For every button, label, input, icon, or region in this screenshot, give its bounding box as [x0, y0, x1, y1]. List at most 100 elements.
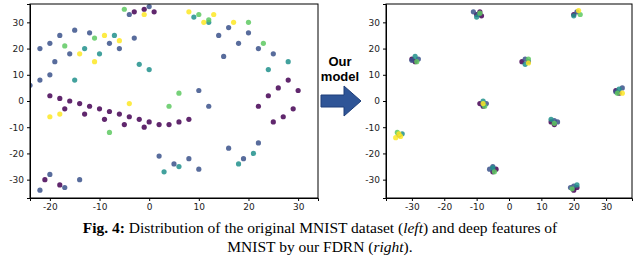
point	[206, 104, 211, 109]
x-tick-label: 20	[569, 202, 581, 212]
y-tick-label: 0	[374, 96, 380, 106]
x-tick: 30	[601, 198, 613, 212]
y-tick: -30	[9, 175, 30, 185]
y-tick-label: -10	[9, 123, 24, 133]
point	[57, 96, 62, 101]
point	[62, 106, 67, 111]
y-tick: -10	[9, 123, 30, 133]
point	[276, 85, 281, 90]
point	[107, 130, 112, 135]
y-tick-label: 10	[13, 70, 25, 80]
point	[137, 117, 142, 122]
point	[286, 77, 291, 82]
x-tick: 30	[293, 198, 305, 212]
point	[122, 7, 127, 12]
point	[82, 112, 87, 117]
x-tick: -20	[43, 198, 58, 212]
point	[67, 51, 72, 56]
point	[127, 114, 132, 119]
caption-text: left	[403, 219, 423, 236]
y-tick-label: -30	[365, 175, 380, 185]
point	[211, 12, 216, 17]
plot-frame	[30, 4, 318, 198]
x-tick-label: 10	[536, 202, 548, 212]
point	[191, 15, 196, 20]
y-tick-label: 20	[369, 44, 381, 54]
point	[196, 88, 201, 93]
caption-line: Fig. 4: Distribution of the original MNI…	[83, 219, 558, 237]
x-tick-label: -20	[437, 202, 452, 212]
point	[127, 12, 132, 17]
point	[186, 117, 191, 122]
point	[117, 112, 122, 117]
point	[246, 20, 251, 25]
y-tick-label: 30	[369, 18, 381, 28]
point	[57, 33, 62, 38]
point	[492, 169, 497, 174]
point	[62, 43, 67, 48]
point	[256, 46, 261, 51]
caption-text: Distribution of the original MNIST datas…	[125, 219, 403, 237]
x-axis-line	[31, 199, 319, 202]
point	[122, 122, 127, 127]
point	[132, 9, 137, 14]
y-tick: -30	[365, 175, 386, 185]
point	[266, 67, 271, 72]
point	[47, 114, 52, 119]
point	[137, 62, 142, 67]
plot-frame	[386, 4, 632, 198]
point	[620, 91, 625, 96]
point	[132, 35, 137, 40]
point	[97, 106, 102, 111]
point	[37, 46, 42, 51]
arrow	[321, 86, 361, 116]
x-tick-label: -10	[93, 202, 108, 212]
point	[127, 101, 132, 106]
point	[142, 12, 147, 17]
point	[166, 122, 171, 127]
points	[30, 4, 301, 193]
point	[107, 109, 112, 114]
point	[176, 119, 181, 124]
point	[47, 172, 52, 177]
caption-text: Fig. 4:	[83, 219, 125, 236]
point	[236, 41, 241, 46]
y-axis: -30-20-100102030	[9, 5, 30, 199]
point	[413, 54, 418, 59]
point	[147, 67, 152, 72]
point	[291, 106, 296, 111]
x-tick-label: 20	[243, 202, 255, 212]
point	[142, 7, 147, 12]
y-tick-label: 0	[18, 96, 24, 106]
point	[231, 20, 236, 25]
point	[196, 12, 201, 17]
x-tick-label: 10	[194, 202, 206, 212]
x-tick: -20	[437, 198, 452, 212]
x-tick: 0	[507, 198, 513, 212]
y-tick: 30	[369, 18, 386, 28]
point	[201, 20, 206, 25]
point	[186, 9, 191, 14]
y-tick-label: 30	[13, 18, 25, 28]
x-tick-label: 0	[147, 202, 153, 212]
point	[147, 119, 152, 124]
point	[77, 101, 82, 106]
point	[171, 161, 176, 166]
point	[226, 25, 231, 30]
point	[152, 9, 157, 14]
point	[82, 46, 87, 51]
point	[576, 8, 581, 13]
y-tick-label: -30	[9, 175, 24, 185]
point	[398, 134, 403, 139]
caption-text: ) and deep features of	[423, 219, 558, 237]
point	[97, 51, 102, 56]
point	[47, 41, 52, 46]
point	[117, 38, 122, 43]
caption: Fig. 4: Distribution of the original MNI…	[83, 219, 558, 256]
point	[216, 33, 221, 38]
point	[42, 177, 47, 182]
point	[87, 30, 92, 35]
point	[147, 4, 152, 9]
plot-1: -30-20-100102030-30-20-100102030	[365, 4, 632, 212]
x-tick: -30	[405, 198, 420, 212]
